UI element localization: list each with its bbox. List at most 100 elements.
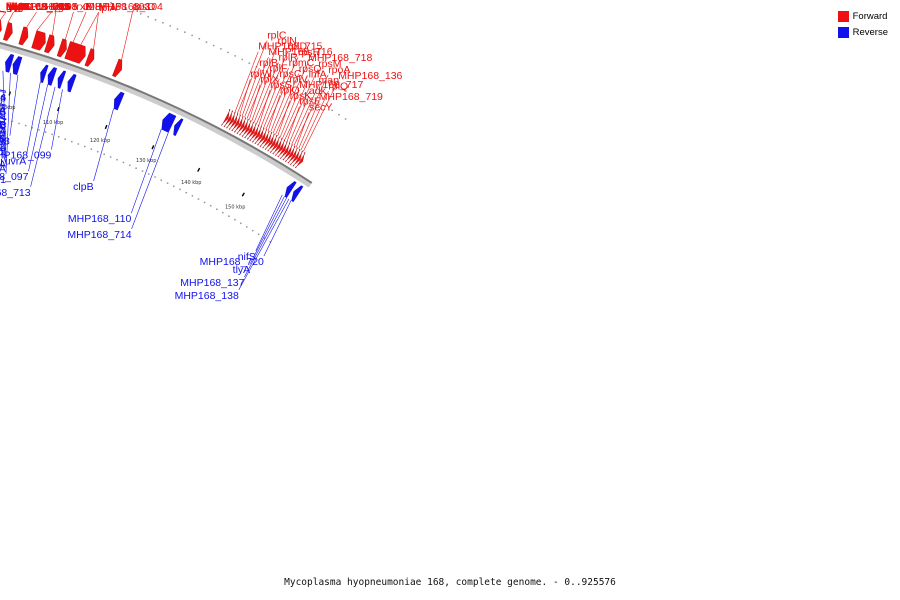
forward-gene (233, 115, 244, 133)
ring-dot (147, 173, 150, 175)
forward-gene-label: rpmC (289, 57, 315, 69)
forward-leader (293, 74, 329, 146)
reverse-gene-label: MHP168_709 (0, 133, 6, 145)
ring-dot (18, 122, 20, 125)
ring-dot (51, 133, 53, 136)
forward-gene-label: rplX (260, 74, 279, 86)
forward-gene-label: nox (6, 1, 24, 13)
reverse-gene-label: MHP168_033 (0, 106, 6, 118)
ring-dot (251, 229, 254, 232)
forward-gene (256, 128, 268, 146)
ring-dot (221, 211, 224, 214)
forward-leader (275, 62, 309, 135)
forward-gene (254, 127, 265, 145)
forward-gene-label: rplO (280, 84, 300, 96)
forward-leader (52, 11, 57, 36)
ring-dot (239, 222, 242, 225)
reverse-swatch (837, 26, 849, 38)
ring-dot (257, 233, 260, 236)
reverse-gene-label: MHP168_714 (67, 229, 131, 241)
reverse-leader (131, 132, 169, 230)
ring-dot (38, 129, 40, 131)
forward-leader (249, 84, 261, 120)
forward-gene-label: rpsQ (299, 63, 322, 75)
forward-gene-label: rbgA (6, 1, 28, 13)
forward-gene-label: cmk (6, 1, 26, 13)
forward-gene-label: adk (309, 85, 327, 97)
forward-gene (223, 110, 234, 128)
reverse-leader (0, 111, 7, 125)
reverse-gene-label: MHP168_137 (180, 277, 244, 289)
reverse-gene-label: parE (0, 134, 6, 146)
reverse-gene-label: recA (0, 105, 6, 117)
forward-gene-label: licA (6, 1, 23, 13)
forward-gene-label: MHP168_136 (338, 70, 402, 82)
reverse-gene-label: vacB (0, 119, 6, 131)
forward-gene-label: MHP168_064 (6, 1, 70, 13)
ring-dot (160, 179, 163, 182)
forward-gene-label: MHP168_066 (6, 1, 70, 13)
forward-gene-label: MHP168_715 (258, 41, 322, 53)
forward-gene (279, 142, 291, 159)
forward-gene-label: atpE (6, 1, 28, 13)
ring-dot (198, 37, 201, 40)
forward-gene-label: rplW (250, 68, 272, 80)
forward-gene (225, 111, 236, 129)
forward-leader (65, 11, 74, 40)
ring-dot (172, 185, 175, 188)
forward-leader (36, 11, 52, 31)
forward-gene-label: MHP168_084 (6, 1, 70, 13)
reverse-leader (26, 81, 41, 156)
tick-mark (104, 124, 108, 130)
reverse-gene-label: MHP168_110 (68, 213, 132, 225)
forward-gene-label: dnaG (6, 1, 32, 13)
ring-dot (185, 191, 188, 194)
reverse-leader (93, 108, 114, 182)
forward-gene-label: gatC (6, 1, 29, 13)
reverse-gene-label: uvrA (5, 156, 27, 168)
reverse-gene-label: MHP168_712 (0, 140, 6, 152)
label-leader-lines (0, 10, 339, 290)
reverse-gene-label: uvrC (0, 109, 6, 121)
forward-leader (277, 100, 290, 136)
forward-gene-label: infA (309, 69, 327, 81)
ring-dot (304, 93, 306, 95)
ring-dot (183, 31, 186, 34)
forward-leader (7, 11, 14, 23)
ring-dot (276, 77, 279, 79)
forward-gene (292, 150, 304, 167)
ring-dot (96, 150, 99, 153)
forward-gene-label: rplB (259, 57, 278, 69)
forward-leader (93, 12, 99, 50)
forward-gene (274, 139, 286, 156)
forward-gene-label: MHP168_104 (99, 1, 163, 13)
forward-leader (303, 80, 339, 152)
forward-gene-label: rpsK (290, 90, 312, 102)
forward-gene-label: rplR (279, 52, 299, 64)
ring-dot (110, 1, 112, 4)
backbone-shadow (0, 43, 312, 188)
ring-dot (179, 188, 181, 191)
ring-dot (117, 4, 120, 7)
ring-dot (297, 89, 299, 91)
ring-dot (234, 218, 236, 221)
reverse-gene-label: nifS (238, 251, 256, 263)
ring-dot (64, 138, 67, 141)
forward-gene-label: glyS (6, 1, 26, 13)
ring-dot (227, 51, 229, 54)
legend-reverse-label: Reverse (852, 26, 888, 38)
reverse-gene-label: MHP168_081 (0, 132, 6, 144)
ring-dot (197, 198, 200, 201)
reverse-gene-label: MHP168_065 (0, 141, 6, 153)
forward-leader (253, 62, 279, 123)
reverse-gene-label: MHP168_082 (0, 146, 6, 158)
forward-leader (298, 101, 319, 149)
forward-gene-label: MHP168_718 (308, 52, 372, 64)
forward-leader (244, 56, 269, 118)
reverse-gene-label: rpsG (0, 142, 6, 154)
forward-gene-label: MHP168_068 (6, 1, 70, 13)
forward-leader (239, 79, 251, 115)
ring-dot (212, 44, 215, 47)
forward-gene (284, 145, 296, 162)
tick-label: 130 kbp (136, 158, 156, 164)
